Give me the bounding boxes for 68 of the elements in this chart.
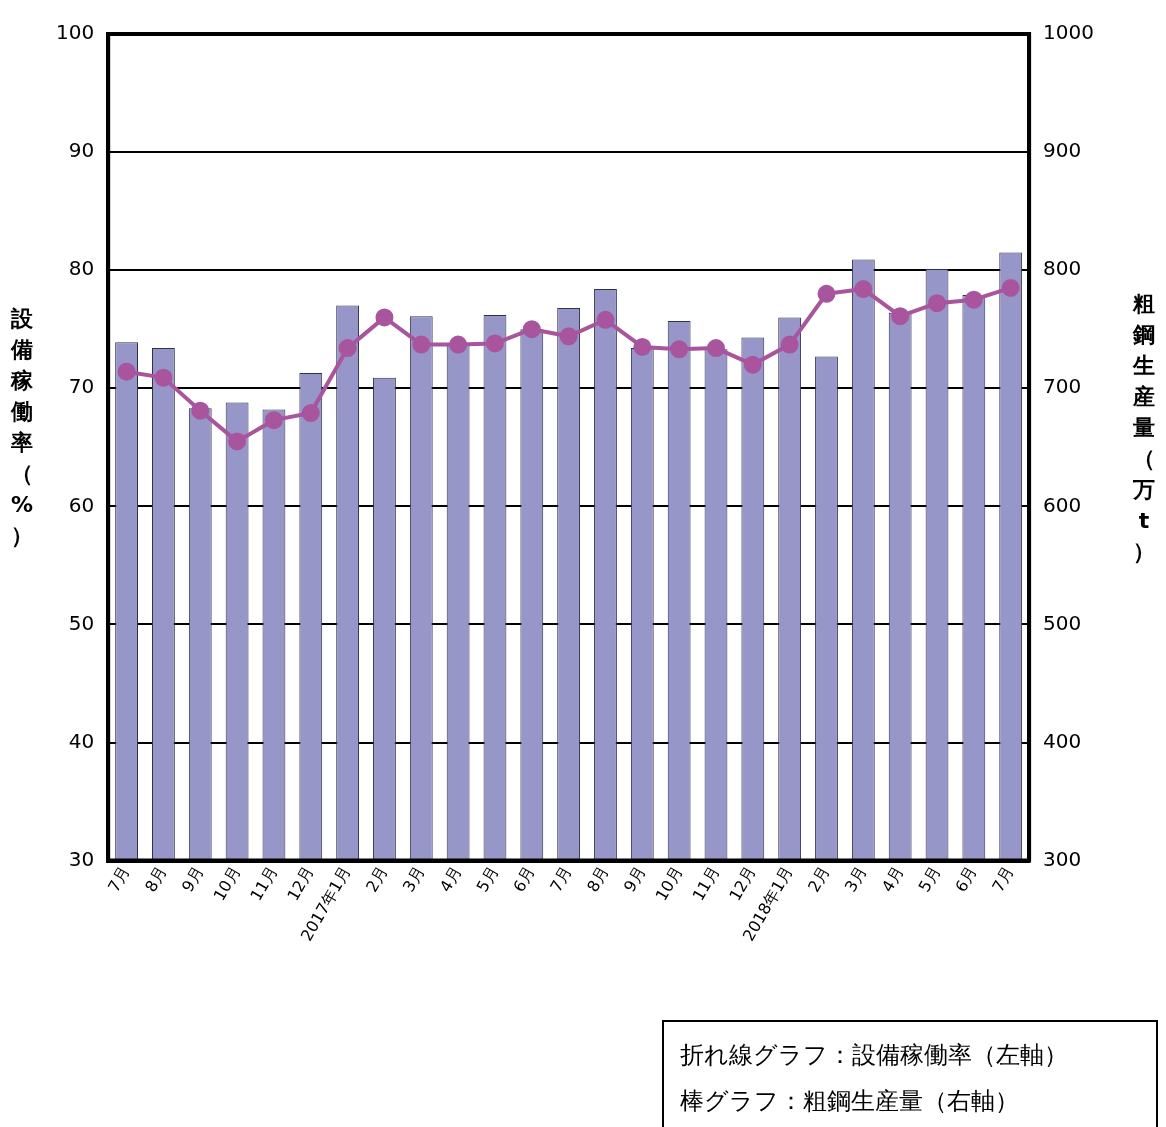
x-tick-label: 8月 <box>140 862 171 896</box>
point <box>891 307 910 326</box>
x-tick-label: 4月 <box>435 862 466 896</box>
point <box>375 308 394 327</box>
text: 棒グラフ：粗鋼生産量（右軸） <box>680 1086 1020 1117</box>
y-tick-label: 90 <box>68 138 95 163</box>
x-tick-label: 3月 <box>840 862 871 896</box>
y2-tick-label: 600 <box>1043 492 1082 517</box>
x-tick-label: 10月 <box>209 862 245 904</box>
point <box>928 294 947 313</box>
x-tick-label: 8月 <box>583 862 613 896</box>
point <box>264 411 283 430</box>
point <box>743 355 762 374</box>
y-tick-label: 80 <box>68 256 95 281</box>
point <box>1001 278 1020 297</box>
y-tick-label: 30 <box>68 846 95 871</box>
point <box>522 320 541 339</box>
x-tick-label: 2月 <box>804 862 834 896</box>
x-tick-label: 10月 <box>651 862 687 904</box>
x-tick-label: 11月 <box>246 862 281 904</box>
y-axis-title: 設備稼働率（%） <box>9 305 34 550</box>
x-tick-label: 3月 <box>398 862 429 896</box>
y2-tick-label: 1000 <box>1043 20 1095 45</box>
x-tick-label: 12月 <box>283 862 318 904</box>
point <box>338 339 357 358</box>
point <box>559 327 578 346</box>
point <box>485 334 504 353</box>
x-tick-label: 7月 <box>988 862 1018 896</box>
point <box>817 284 836 303</box>
point <box>412 335 431 354</box>
y-tick-label: 100 <box>55 20 95 45</box>
point <box>449 335 468 354</box>
y2-tick-label: 400 <box>1043 728 1082 753</box>
y2-tick-label: 700 <box>1043 374 1082 399</box>
point <box>154 368 173 387</box>
y-tick-label: 60 <box>68 492 95 517</box>
point <box>596 310 615 329</box>
text: 折れ線グラフ：設備稼働率（左軸） <box>680 1040 1069 1071</box>
point <box>964 290 983 309</box>
x-tick-label: 4月 <box>877 862 908 896</box>
x-tick-label: 9月 <box>619 862 650 896</box>
point <box>780 335 799 354</box>
point <box>191 401 210 420</box>
y2-tick-label: 900 <box>1043 138 1082 163</box>
point <box>670 340 689 359</box>
x-tick-label: 11月 <box>688 862 724 904</box>
x-tick-label: 12月 <box>725 862 760 904</box>
y2-tick-label: 500 <box>1043 610 1082 635</box>
x-tick-label: 6月 <box>509 862 539 896</box>
x-tick-label: 7月 <box>104 862 134 896</box>
x-tick-label: 9月 <box>177 862 208 896</box>
point <box>706 339 725 358</box>
x-tick-label: 5月 <box>914 862 945 896</box>
point <box>633 337 652 356</box>
point <box>854 280 873 299</box>
x-tick-label: 2月 <box>361 862 392 896</box>
x-tick-label: 5月 <box>472 862 503 896</box>
y2-tick-label: 300 <box>1043 846 1082 871</box>
point <box>228 432 247 451</box>
x-tick-label: 6月 <box>951 862 981 896</box>
y-tick-label: 50 <box>68 610 95 635</box>
point <box>117 362 136 381</box>
y-tick-label: 40 <box>68 728 95 753</box>
x-tick-label: 7月 <box>546 862 576 896</box>
y2-tick-label: 800 <box>1043 256 1082 281</box>
y-tick-label: 70 <box>68 374 95 399</box>
text: 粗鋼生産量（万t） <box>1133 291 1155 564</box>
point <box>301 404 320 423</box>
